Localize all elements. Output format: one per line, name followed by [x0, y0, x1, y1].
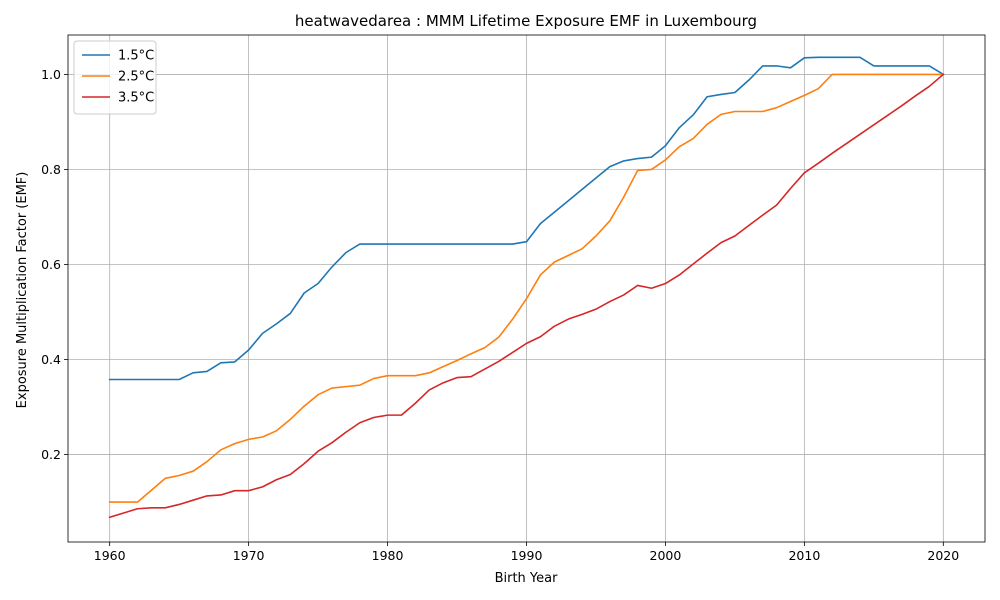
y-tick-label: 0.2 — [41, 447, 61, 462]
grid — [68, 35, 985, 542]
x-axis: 1960 1970 1980 1990 2000 2010 2020 — [94, 542, 959, 563]
series-layer — [108, 56, 945, 519]
x-tick-label: 2020 — [927, 548, 959, 563]
legend-label: 2.5°C — [118, 70, 154, 85]
legend-label: 3.5°C — [118, 91, 154, 106]
chart-title: heatwavedarea : MMM Lifetime Exposure EM… — [295, 12, 757, 30]
series-line-3 — [108, 73, 945, 519]
y-tick-label: 0.4 — [41, 352, 61, 367]
x-tick-label: 1990 — [511, 548, 543, 563]
x-axis-label: Birth Year — [495, 571, 559, 586]
x-tick-label: 2010 — [788, 548, 820, 563]
series-line-1 — [108, 56, 945, 381]
legend: 1.5°C 2.5°C 3.5°C — [73, 40, 157, 115]
legend-box — [73, 40, 157, 115]
x-tick-label: 2000 — [650, 548, 682, 563]
y-axis-label: Exposure Multiplication Factor (EMF) — [15, 172, 30, 409]
y-tick-label: 0.6 — [41, 257, 61, 272]
y-tick-label: 1.0 — [41, 67, 61, 82]
x-tick-label: 1970 — [233, 548, 265, 563]
y-tick-label: 0.8 — [41, 162, 61, 177]
x-tick-label: 1960 — [94, 548, 126, 563]
legend-label: 1.5°C — [118, 49, 154, 64]
series-line-2 — [108, 73, 945, 503]
x-tick-label: 1980 — [372, 548, 404, 563]
y-axis: 0.2 0.4 0.6 0.8 1.0 — [41, 67, 68, 462]
